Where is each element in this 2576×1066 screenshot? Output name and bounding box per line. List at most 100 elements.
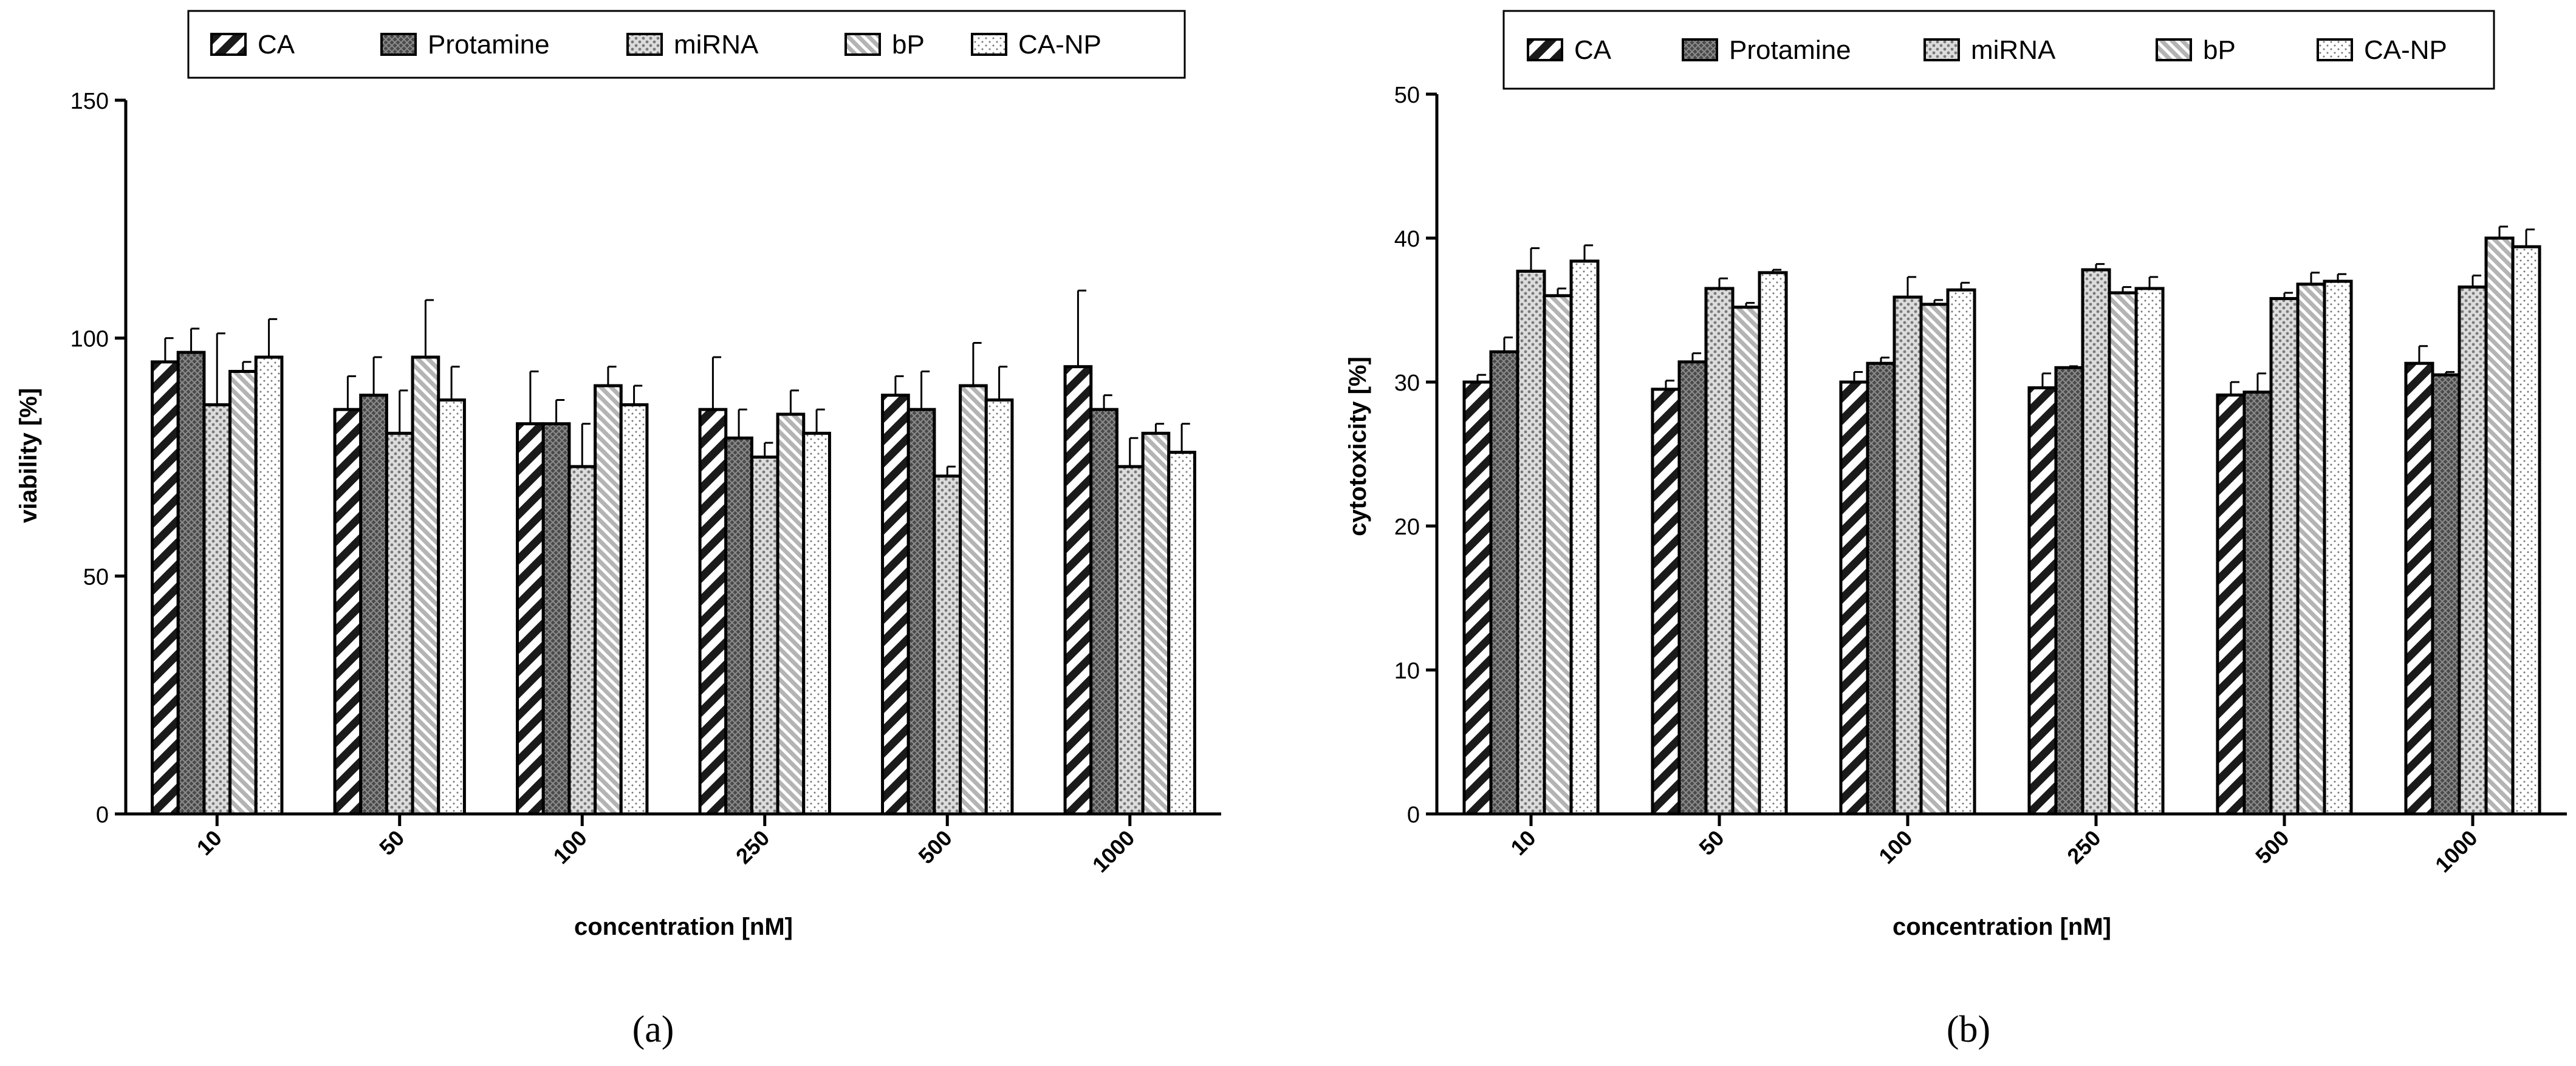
legend-box xyxy=(187,10,1186,79)
legend-label-bp: bP xyxy=(892,30,925,60)
legend-label-bp: bP xyxy=(2203,35,2236,65)
panel-a-x-axis-title: concentration [nM] xyxy=(574,914,793,940)
bar-ca-500 xyxy=(2216,393,2246,816)
legend-label-mirna: miRNA xyxy=(1971,35,2056,65)
bar-bp-50 xyxy=(1731,306,1761,816)
bar-mirna-500 xyxy=(2269,297,2300,816)
bar-bp-250 xyxy=(776,412,806,816)
legend-swatch-protamine xyxy=(1682,38,1718,61)
bar-bp-1000 xyxy=(2484,236,2515,816)
bar-protamine-10 xyxy=(176,350,206,816)
bar-protamine-100 xyxy=(1866,361,1896,816)
x-tick-label-250: 250 xyxy=(2062,825,2105,869)
y-tick-label: 50 xyxy=(1394,83,1420,108)
legend-swatch-mirna xyxy=(1923,38,1960,61)
bar-mirna-250 xyxy=(2081,268,2111,816)
bar-protamine-1000 xyxy=(1089,408,1118,816)
panel-b-cytotoxicity-chart: CA Protamine miRNA bP CA-NP 0 10 20 30 40 50 10 50 1… xyxy=(1345,10,2567,1050)
bar-ca-np-10 xyxy=(254,355,284,816)
bar-ca-np-250 xyxy=(2134,287,2165,816)
legend-swatch-ca-np xyxy=(971,33,1007,56)
y-tick-label: 40 xyxy=(1394,227,1420,252)
bar-mirna-100 xyxy=(567,465,597,816)
bar-ca-np-500 xyxy=(2323,279,2353,816)
bar-protamine-10 xyxy=(1489,350,1519,816)
panel-a-label: (a) xyxy=(632,1009,674,1050)
legend-label-protamine: Protamine xyxy=(428,30,550,60)
panel-b-legend: CA Protamine miRNA bP CA-NP xyxy=(1502,10,2495,90)
bar-ca-50 xyxy=(1651,388,1681,816)
bar-protamine-500 xyxy=(906,408,936,816)
y-tick-label: 30 xyxy=(1394,371,1420,396)
bar-ca-100 xyxy=(516,422,545,816)
legend-label-ca-np: CA-NP xyxy=(2364,35,2447,65)
panel-b-x-axis-title: concentration [nM] xyxy=(1893,914,2111,940)
bar-bp-500 xyxy=(959,384,988,816)
bar-mirna-250 xyxy=(750,456,779,816)
bar-ca-1000 xyxy=(1063,365,1093,816)
bar-bp-10 xyxy=(1543,294,1573,816)
panel-a-y-axis-title: viability [%] xyxy=(15,388,42,523)
panel-a-legend: CA Protamine miRNA bP CA-NP xyxy=(187,10,1186,79)
y-tick-label: 50 xyxy=(83,564,109,590)
bar-protamine-50 xyxy=(359,394,388,816)
bar-mirna-1000 xyxy=(1115,465,1145,816)
y-tick-label: 0 xyxy=(96,802,109,828)
x-tick-label-10: 10 xyxy=(192,825,227,860)
legend-swatch-protamine xyxy=(380,33,417,56)
bar-ca-1000 xyxy=(2404,361,2434,816)
x-tick-label-500: 500 xyxy=(913,825,956,869)
x-tick-label-500: 500 xyxy=(2250,825,2293,869)
legend-swatch-mirna xyxy=(626,33,663,56)
x-tick-label-50: 50 xyxy=(374,825,409,860)
bar-bp-50 xyxy=(411,355,440,816)
bar-protamine-250 xyxy=(724,436,753,816)
legend-label-ca: CA xyxy=(1574,35,1612,65)
bar-ca-np-250 xyxy=(802,431,831,816)
bar-ca-np-50 xyxy=(437,398,466,816)
bar-bp-100 xyxy=(594,384,623,816)
bar-ca-np-1000 xyxy=(2511,245,2541,816)
x-tick-label-1000: 1000 xyxy=(1088,825,1140,878)
bar-mirna-500 xyxy=(933,474,962,816)
legend-swatch-ca xyxy=(1527,38,1563,61)
bar-ca-250 xyxy=(698,408,728,816)
legend-label-protamine: Protamine xyxy=(1729,35,1851,65)
panel-b-label: (b) xyxy=(1947,1009,1990,1050)
legend-swatch-ca-np xyxy=(2317,38,2353,61)
bar-ca-500 xyxy=(881,394,910,816)
bar-ca-250 xyxy=(2027,386,2058,816)
bar-ca-50 xyxy=(333,408,363,816)
bar-ca-10 xyxy=(1462,380,1493,816)
bar-bp-100 xyxy=(1919,302,1950,816)
bar-protamine-250 xyxy=(2054,366,2084,816)
bar-ca-np-1000 xyxy=(1167,451,1196,816)
y-tick-label: 100 xyxy=(70,327,109,352)
bar-ca-np-100 xyxy=(1946,288,1976,816)
bar-mirna-10 xyxy=(202,403,232,816)
legend-label-mirna: miRNA xyxy=(674,30,759,60)
bar-mirna-50 xyxy=(1704,287,1735,816)
x-tick-label-250: 250 xyxy=(731,825,774,869)
x-tick-label-100: 100 xyxy=(548,825,591,869)
bar-protamine-1000 xyxy=(2431,373,2461,816)
bar-ca-np-10 xyxy=(1569,259,1600,816)
panel-b-bars xyxy=(1462,225,2541,816)
y-tick-label: 150 xyxy=(70,89,109,114)
y-tick-label: 20 xyxy=(1394,514,1420,540)
x-tick-label-50: 50 xyxy=(1694,825,1728,860)
legend-swatch-bp xyxy=(2156,38,2192,61)
legend-swatch-bp xyxy=(844,33,881,56)
bar-ca-np-500 xyxy=(984,398,1014,816)
bar-protamine-50 xyxy=(1677,360,1708,816)
bar-protamine-100 xyxy=(541,422,571,816)
bar-ca-np-50 xyxy=(1758,271,1788,816)
bar-protamine-500 xyxy=(2242,391,2273,816)
bar-bp-250 xyxy=(2108,291,2138,816)
legend-swatch-ca xyxy=(210,33,247,56)
panel-a-bars xyxy=(151,289,1196,816)
x-tick-label-10: 10 xyxy=(1506,825,1540,860)
legend-label-ca: CA xyxy=(258,30,295,60)
bar-mirna-50 xyxy=(385,431,414,816)
